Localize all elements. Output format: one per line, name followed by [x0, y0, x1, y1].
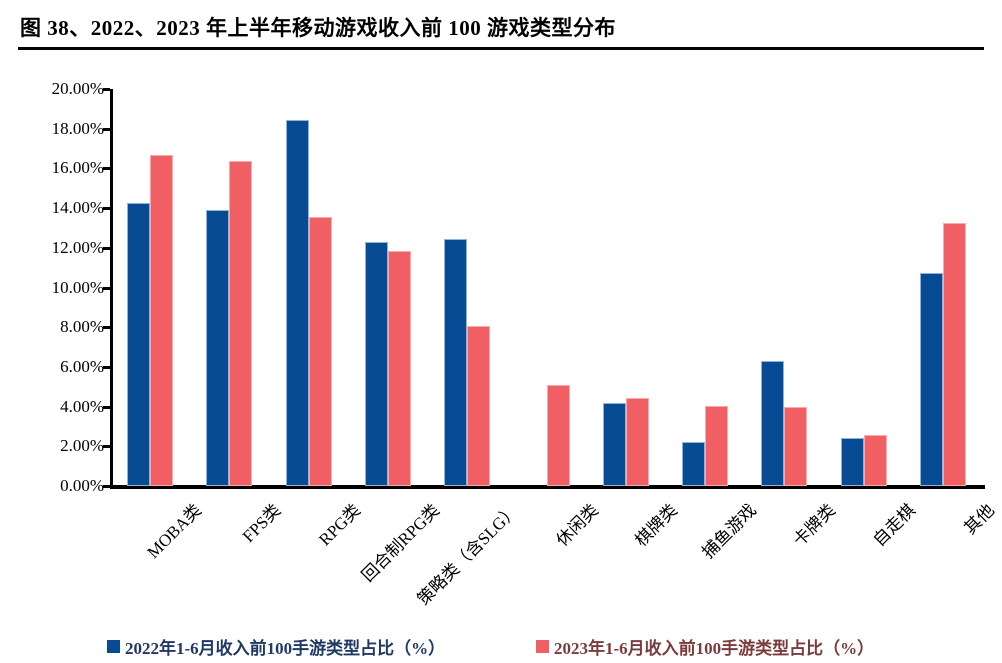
legend-label-2023: 2023年1-6月收入前100手游类型占比（%） — [554, 638, 875, 658]
y-axis-tick-label: 0.00% — [60, 476, 104, 495]
legend-item-2023: 2023年1-6月收入前100手游类型占比（%） — [536, 633, 874, 659]
legend-swatch-2022-icon — [107, 639, 120, 653]
y-axis-tick — [103, 207, 110, 211]
x-axis-category-label: 休闲类 — [551, 500, 602, 551]
y-axis-tick-label: 12.00% — [51, 237, 104, 257]
bar-2022-策略类（含SLG） — [444, 238, 468, 486]
bar-2022-捕鱼游戏 — [682, 442, 706, 486]
bar-2022-卡牌类 — [761, 360, 785, 486]
y-axis-line — [110, 89, 113, 489]
bar-2023-回合制RPG类 — [387, 250, 411, 486]
y-axis-tick — [103, 326, 110, 330]
bar-2023-自走棋 — [863, 435, 887, 486]
bar-2022-自走棋 — [840, 438, 864, 486]
x-axis-category-label: 其他 — [960, 500, 998, 539]
y-axis-tick — [103, 246, 110, 250]
x-axis-category-label: RPG类 — [314, 500, 364, 550]
y-axis-tick-label: 16.00% — [51, 158, 104, 178]
bar-2022-RPG类 — [285, 119, 309, 486]
bar-2023-策略类（含SLG） — [467, 326, 491, 486]
legend-swatch-2023-icon — [536, 639, 549, 653]
title-underline — [18, 47, 984, 50]
bar-2023-卡牌类 — [784, 406, 808, 486]
x-axis-category-label: 自走棋 — [869, 500, 919, 551]
bar-2023-其他 — [943, 222, 966, 486]
y-axis-tick — [103, 286, 110, 290]
y-axis-tick — [103, 88, 110, 91]
bar-2022-其他 — [920, 272, 943, 486]
y-axis-tick — [103, 365, 110, 369]
y-axis-tick — [103, 127, 110, 131]
x-axis-category-label: 捕鱼游戏 — [698, 500, 761, 563]
bar-2023-棋牌类 — [625, 397, 649, 486]
chart-legend: 2022年1-6月收入前100手游类型占比（%） 2023年1-6月收入前100… — [0, 633, 1002, 661]
y-axis-tick-label: 4.00% — [60, 396, 104, 416]
bar-2023-捕鱼游戏 — [705, 405, 729, 486]
x-axis-category-label: FPS类 — [238, 500, 285, 547]
bar-2023-RPG类 — [308, 217, 332, 486]
bar-2022-MOBA类 — [127, 203, 150, 486]
y-axis-tick-label: 14.00% — [51, 198, 104, 218]
y-axis-tick — [103, 485, 110, 488]
bar-2023-MOBA类 — [150, 154, 173, 486]
bar-2022-FPS类 — [206, 210, 230, 486]
x-axis-category-label: MOBA类 — [143, 500, 205, 563]
bar-2022-棋牌类 — [602, 402, 626, 486]
x-axis-category-label: 棋牌类 — [631, 500, 681, 551]
bar-2023-FPS类 — [229, 161, 253, 486]
y-axis-tick — [103, 167, 110, 171]
y-axis-tick-label: 20.00% — [51, 79, 104, 98]
y-axis-tick-label: 18.00% — [51, 118, 104, 138]
y-axis-tick — [103, 405, 110, 409]
y-axis-tick-label: 2.00% — [60, 436, 104, 456]
bar-2022-回合制RPG类 — [364, 241, 388, 486]
y-axis-tick-label: 10.00% — [51, 277, 104, 297]
legend-item-2022: 2022年1-6月收入前100手游类型占比（%） — [107, 633, 445, 659]
y-axis-tick-label: 8.00% — [60, 317, 104, 337]
figure-title: 图 38、2022、2023 年上半年移动游戏收入前 100 游戏类型分布 — [20, 16, 616, 40]
x-axis-line — [110, 485, 985, 489]
bar-2023-休闲类 — [546, 384, 570, 486]
legend-label-2022: 2022年1-6月收入前100手游类型占比（%） — [125, 638, 446, 658]
y-axis-tick-label: 6.00% — [60, 356, 104, 376]
x-axis-category-label: 卡牌类 — [789, 500, 840, 551]
y-axis-tick — [103, 445, 110, 449]
